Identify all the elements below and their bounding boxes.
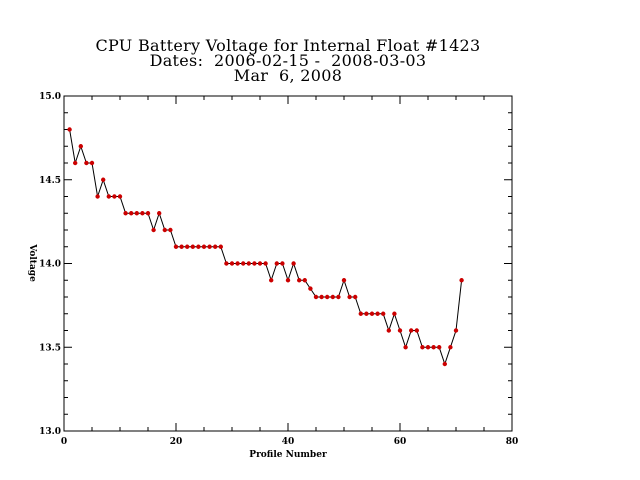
data-point <box>453 328 459 333</box>
data-point <box>341 278 347 283</box>
chart-title-block: CPU Battery Voltage for Internal Float #… <box>0 36 576 85</box>
data-point <box>241 261 246 266</box>
series-markers <box>67 127 464 367</box>
data-point <box>179 244 184 249</box>
data-point <box>235 261 240 266</box>
data-point <box>151 227 156 233</box>
x-tick-label: 80 <box>506 437 519 447</box>
axis-tick-labels: 0 20 40 60 80 13.0 13.5 14.0 14.5 15.0 <box>39 92 518 447</box>
data-point <box>84 160 89 166</box>
data-point <box>308 286 313 291</box>
data-point <box>302 278 307 283</box>
x-tick-label: 40 <box>282 437 295 447</box>
data-point <box>375 311 380 316</box>
data-point <box>73 160 78 166</box>
chart-subtitle: Dates: 2006-02-15 - 2008-03-03 <box>149 51 427 70</box>
data-point <box>269 278 274 283</box>
x-axis-label: Profile Number <box>249 450 327 460</box>
chart-date: Mar 6, 2008 <box>233 66 343 85</box>
data-point <box>414 328 419 333</box>
data-point <box>397 328 403 333</box>
data-point <box>201 244 207 249</box>
y-tick-label: 13.5 <box>39 343 61 353</box>
plot-frame <box>63 95 513 432</box>
data-point <box>173 244 179 249</box>
data-point <box>157 211 162 216</box>
data-point <box>162 227 167 233</box>
data-point <box>319 294 324 300</box>
data-point <box>134 211 139 216</box>
data-point <box>442 361 447 367</box>
data-point <box>101 177 106 182</box>
data-point <box>425 345 431 350</box>
y-tick-label: 14.5 <box>39 176 61 186</box>
data-point <box>325 294 330 300</box>
data-point <box>252 261 257 266</box>
data-point <box>145 211 151 216</box>
data-point <box>112 194 117 199</box>
data-point <box>263 261 268 266</box>
data-point <box>224 261 229 266</box>
data-point <box>229 261 235 266</box>
data-point <box>246 261 251 266</box>
data-point <box>313 294 319 300</box>
data-point <box>448 345 453 350</box>
chart-title: CPU Battery Voltage for Internal Float #… <box>95 36 481 55</box>
data-point <box>285 278 291 283</box>
data-point <box>196 244 201 249</box>
data-point <box>218 244 223 249</box>
data-point <box>459 278 464 283</box>
y-axis-label: Voltage <box>27 243 37 282</box>
data-point <box>67 127 72 132</box>
series-line <box>69 129 463 366</box>
data-point <box>364 311 369 316</box>
data-point <box>369 311 375 316</box>
data-point <box>213 244 218 249</box>
data-point <box>257 261 263 266</box>
data-point <box>78 144 84 149</box>
data-point <box>336 294 341 300</box>
data-point <box>89 160 95 166</box>
data-point <box>437 345 442 350</box>
data-point <box>280 261 285 266</box>
data-point <box>185 244 190 249</box>
x-tick-label: 0 <box>61 437 67 447</box>
data-point <box>123 211 128 216</box>
data-point <box>431 345 436 350</box>
y-tick-label: 15.0 <box>39 92 61 102</box>
x-tick-label: 60 <box>394 437 407 447</box>
x-tick-label: 20 <box>170 437 183 447</box>
data-point <box>117 194 123 199</box>
data-point <box>409 328 414 333</box>
data-point <box>140 211 145 216</box>
axis-ticks <box>63 95 513 432</box>
data-point <box>330 294 335 300</box>
data-point <box>291 261 296 266</box>
data-point <box>381 311 386 316</box>
data-point <box>386 328 391 333</box>
data-point <box>106 194 112 199</box>
data-point <box>403 345 408 350</box>
data-point <box>347 294 352 300</box>
data-point <box>358 311 363 316</box>
data-point <box>353 294 358 300</box>
data-point <box>190 244 195 249</box>
data-point <box>207 244 212 249</box>
y-tick-label: 14.0 <box>39 260 61 270</box>
data-point <box>297 278 302 283</box>
y-tick-label: 13.0 <box>39 427 61 437</box>
data-point <box>392 311 397 316</box>
data-point <box>274 261 279 266</box>
data-point <box>129 211 134 216</box>
data-point <box>420 345 425 350</box>
data-point <box>95 194 100 199</box>
data-point <box>168 227 173 233</box>
